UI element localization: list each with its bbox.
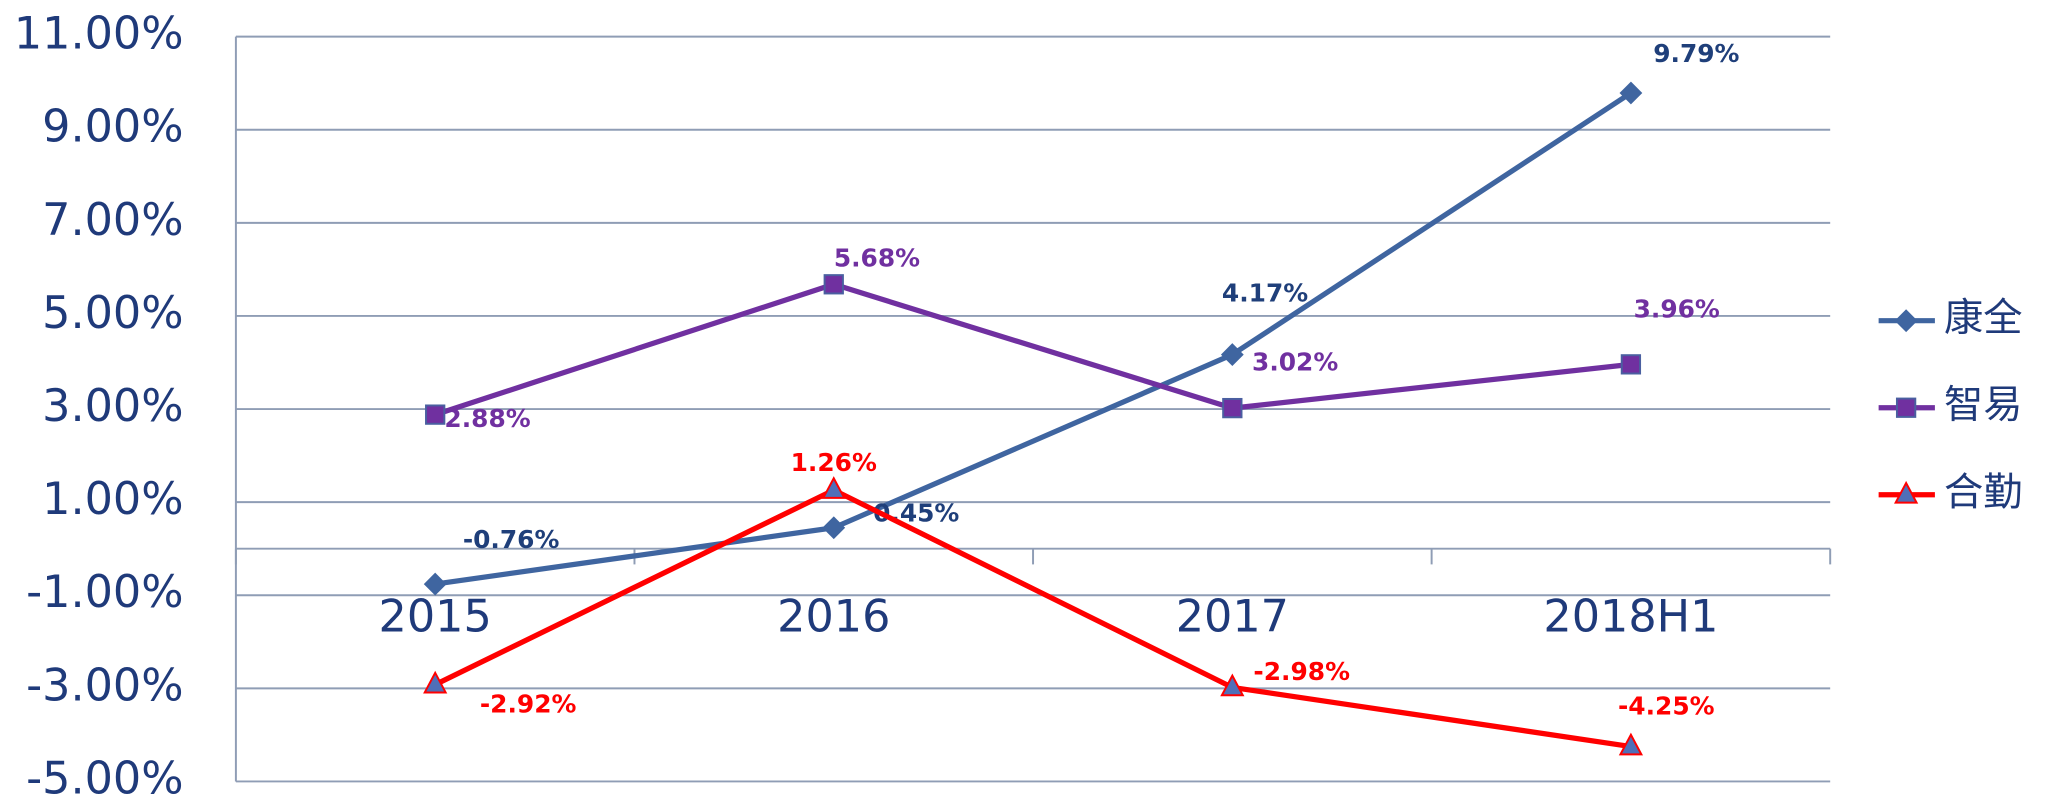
series-line bbox=[434, 90, 1633, 587]
data-label: 3.96% bbox=[1634, 295, 1720, 324]
point bbox=[1220, 343, 1244, 366]
point bbox=[423, 670, 448, 694]
data-label: -2.92% bbox=[480, 690, 577, 719]
data-label: -0.76% bbox=[463, 525, 560, 554]
x-tick-label: 2017 bbox=[1176, 591, 1289, 642]
y-tick-label: -5.00% bbox=[26, 753, 183, 804]
point bbox=[423, 572, 447, 596]
data-label: -4.25% bbox=[1618, 691, 1715, 720]
data-label: 2.88% bbox=[444, 404, 530, 433]
y-tick-label: 9.00% bbox=[42, 102, 183, 153]
legend-marker bbox=[1895, 397, 1917, 418]
legend-label: 智易 bbox=[1944, 383, 2023, 428]
series-line bbox=[434, 487, 1632, 750]
point bbox=[1618, 732, 1644, 756]
point bbox=[1222, 397, 1243, 419]
legend-label: 康全 bbox=[1944, 296, 2023, 341]
data-label: 5.68% bbox=[834, 243, 920, 272]
y-tick-label: 11.00% bbox=[14, 9, 184, 60]
legend-marker bbox=[1894, 309, 1918, 333]
legend-marker bbox=[1894, 480, 1919, 504]
data-label: 1.26% bbox=[791, 448, 877, 477]
y-tick-label: 1.00% bbox=[42, 474, 183, 525]
y-tick-label: -1.00% bbox=[26, 567, 183, 618]
x-tick-label: 2016 bbox=[777, 591, 890, 642]
x-tick-label: 2015 bbox=[379, 591, 492, 642]
y-tick-label: 7.00% bbox=[42, 195, 183, 246]
series-line bbox=[434, 281, 1632, 418]
legend-label: 合勤 bbox=[1944, 470, 2023, 515]
point bbox=[823, 274, 844, 295]
data-label: 0.45% bbox=[873, 499, 959, 528]
data-label: 4.17% bbox=[1222, 278, 1308, 307]
y-tick-label: 3.00% bbox=[42, 381, 183, 432]
point bbox=[821, 476, 846, 499]
data-label: 3.02% bbox=[1252, 348, 1338, 377]
point bbox=[1220, 673, 1245, 697]
point bbox=[425, 404, 446, 425]
point bbox=[822, 516, 846, 540]
data-label: 9.79% bbox=[1653, 39, 1739, 68]
data-label: -2.98% bbox=[1253, 657, 1350, 686]
point bbox=[1620, 354, 1642, 375]
y-tick-label: -3.00% bbox=[26, 660, 183, 711]
x-tick-label: 2018H1 bbox=[1543, 591, 1718, 642]
point bbox=[1619, 81, 1643, 105]
y-tick-label: 5.00% bbox=[42, 288, 183, 339]
